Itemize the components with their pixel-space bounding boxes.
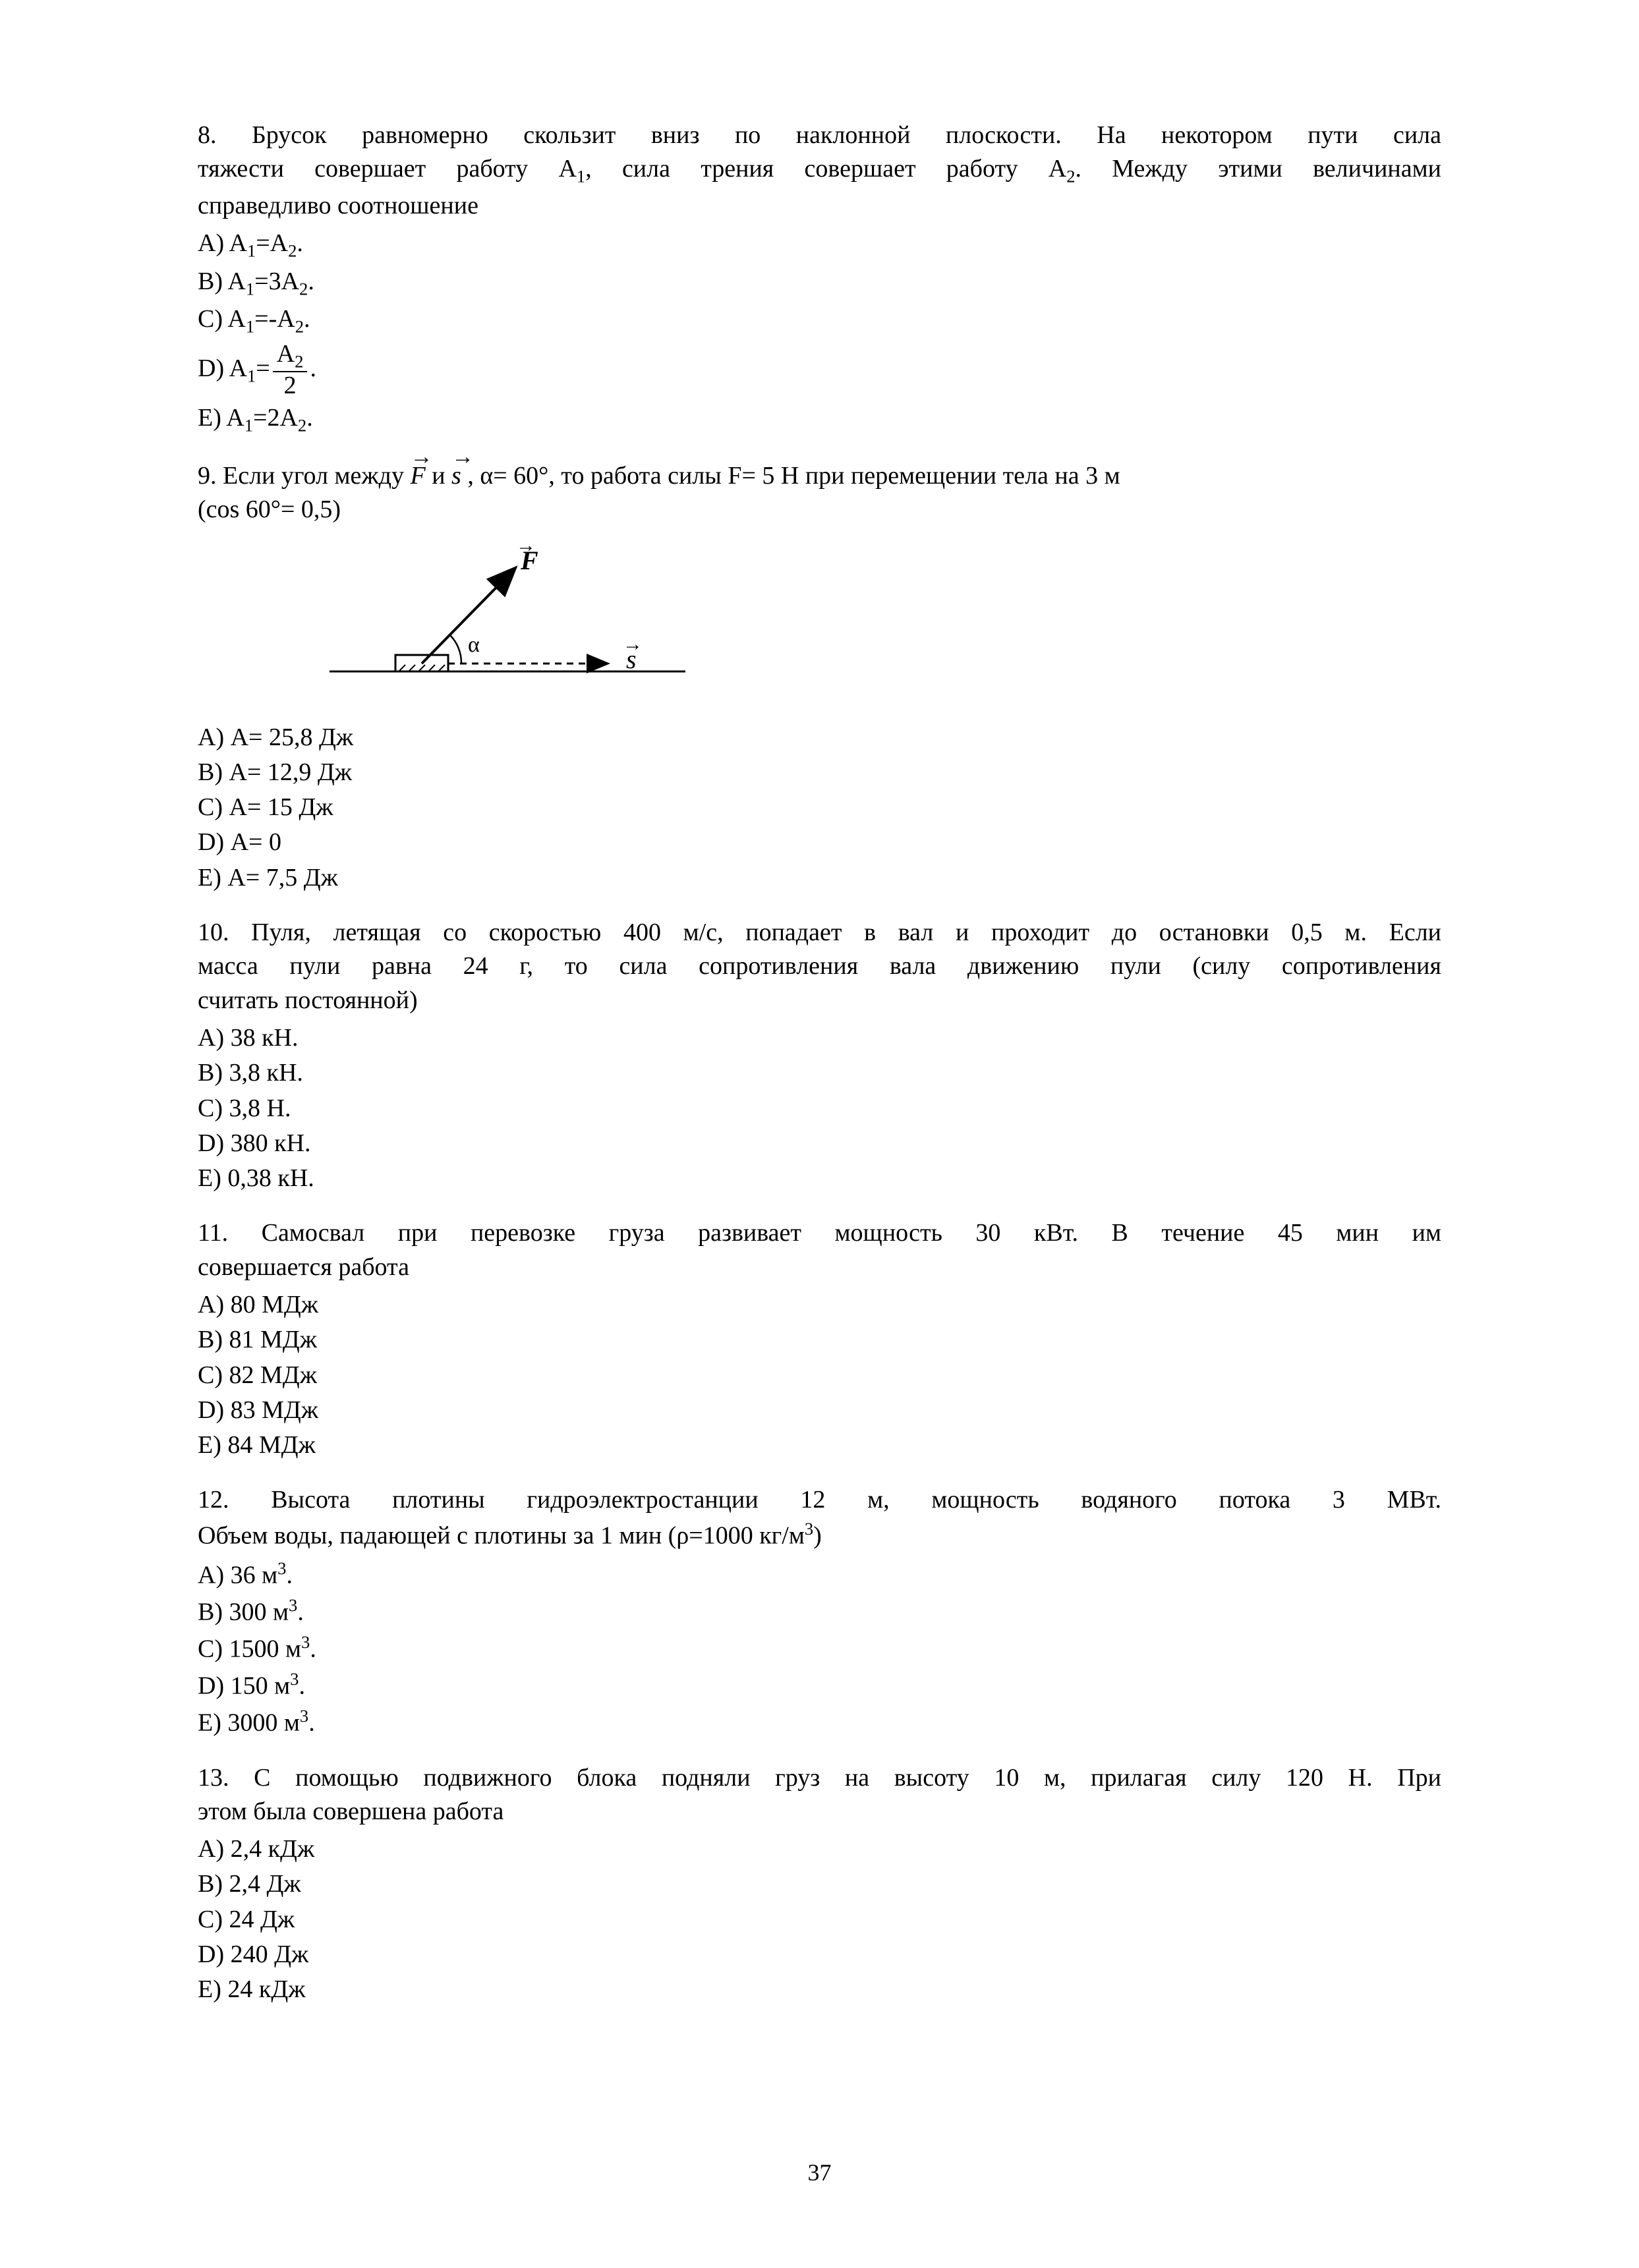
q10-option-e: E) 0,38 кН. <box>198 1162 1441 1195</box>
question-13-text: 13. С помощью подвижного блока подняли г… <box>198 1761 1441 1829</box>
q11-option-a: A) 80 МДж <box>198 1288 1441 1322</box>
q12-option-e: E) 3000 м3. <box>198 1705 1441 1740</box>
q9-line2: (cos 60°= 0,5) <box>198 493 1441 526</box>
q11-line2: совершается работа <box>198 1251 1441 1284</box>
q13-option-b: B) 2,4 Дж <box>198 1867 1441 1901</box>
q9-option-d: D) А= 0 <box>198 826 1441 859</box>
q8-option-e: E) A1=2A2. <box>198 401 1441 438</box>
question-12: 12. Высота плотины гидроэлектростанции 1… <box>198 1483 1441 1740</box>
vector-f: F <box>410 459 425 493</box>
force-diagram: F → s → α <box>330 546 1441 700</box>
q8-option-b: B) A1=3A2. <box>198 265 1441 301</box>
page-number: 37 <box>0 2157 1639 2189</box>
q8-line2: тяжести совершает работу A1, сила трения… <box>198 152 1441 188</box>
q9-option-e: E) А= 7,5 Дж <box>198 861 1441 895</box>
svg-text:→: → <box>516 546 536 556</box>
svg-text:→: → <box>623 633 643 655</box>
q11-option-c: C) 82 МДж <box>198 1359 1441 1392</box>
question-8: 8. Брусок равномерно скользит вниз по на… <box>198 119 1441 438</box>
q13-option-c: C) 24 Дж <box>198 1903 1441 1937</box>
question-12-text: 12. Высота плотины гидроэлектростанции 1… <box>198 1483 1441 1552</box>
q12-option-b: B) 300 м3. <box>198 1594 1441 1630</box>
q10-option-d: D) 380 кН. <box>198 1127 1441 1160</box>
q9-option-b: B) А= 12,9 Дж <box>198 756 1441 789</box>
fraction: A22 <box>273 341 308 401</box>
question-11: 11. Самосвал при перевозке груза развива… <box>198 1216 1441 1462</box>
q11-option-b: B) 81 МДж <box>198 1323 1441 1357</box>
q13-line2: этом была совершена работа <box>198 1795 1441 1829</box>
q10-line1: 10. Пуля, летящая со скоростью 400 м/с, … <box>198 916 1441 950</box>
q8-option-a: A) A1=A2. <box>198 227 1441 263</box>
diagram-svg: F → s → α <box>330 546 685 691</box>
q10-option-a: A) 38 кН. <box>198 1021 1441 1055</box>
q8-line3: справедливо соотношение <box>198 189 1441 223</box>
q12-option-d: D) 150 м3. <box>198 1668 1441 1703</box>
diagram-alpha-label: α <box>468 633 480 657</box>
q13-option-a: A) 2,4 кДж <box>198 1832 1441 1866</box>
q9-option-c: C) А= 15 Дж <box>198 791 1441 824</box>
question-10: 10. Пуля, летящая со скоростью 400 м/с, … <box>198 916 1441 1195</box>
q13-option-e: E) 24 кДж <box>198 1973 1441 2006</box>
q11-option-e: E) 84 МДж <box>198 1429 1441 1462</box>
vector-s: s <box>451 459 461 493</box>
q9-option-a: A) А= 25,8 Дж <box>198 721 1441 754</box>
q8-option-c: C) A1=-A2. <box>198 302 1441 339</box>
question-9-text: 9. Если угол между F и s , α= 60°, то ра… <box>198 459 1441 527</box>
q8-option-d: D) A1=A22. <box>198 341 1441 401</box>
q12-line1: 12. Высота плотины гидроэлектростанции 1… <box>198 1483 1441 1517</box>
q13-option-d: D) 240 Дж <box>198 1938 1441 1971</box>
q10-line2: масса пули равна 24 г, то сила сопротивл… <box>198 950 1441 983</box>
q10-option-b: B) 3,8 кН. <box>198 1056 1441 1090</box>
question-10-text: 10. Пуля, летящая со скоростью 400 м/с, … <box>198 916 1441 1017</box>
question-9: 9. Если угол между F и s , α= 60°, то ра… <box>198 459 1441 895</box>
q12-option-a: A) 36 м3. <box>198 1557 1441 1593</box>
question-11-text: 11. Самосвал при перевозке груза развива… <box>198 1216 1441 1284</box>
question-13: 13. С помощью подвижного блока подняли г… <box>198 1761 1441 2007</box>
q10-line3: считать постоянной) <box>198 984 1441 1017</box>
q12-line2: Объем воды, падающей с плотины за 1 мин … <box>198 1517 1441 1553</box>
q12-option-c: C) 1500 м3. <box>198 1631 1441 1666</box>
q10-option-c: C) 3,8 Н. <box>198 1092 1441 1125</box>
q13-line1: 13. С помощью подвижного блока подняли г… <box>198 1761 1441 1795</box>
q11-line1: 11. Самосвал при перевозке груза развива… <box>198 1216 1441 1250</box>
question-8-text: 8. Брусок равномерно скользит вниз по на… <box>198 119 1441 223</box>
q11-option-d: D) 83 МДж <box>198 1394 1441 1427</box>
q8-line1: 8. Брусок равномерно скользит вниз по на… <box>198 119 1441 152</box>
